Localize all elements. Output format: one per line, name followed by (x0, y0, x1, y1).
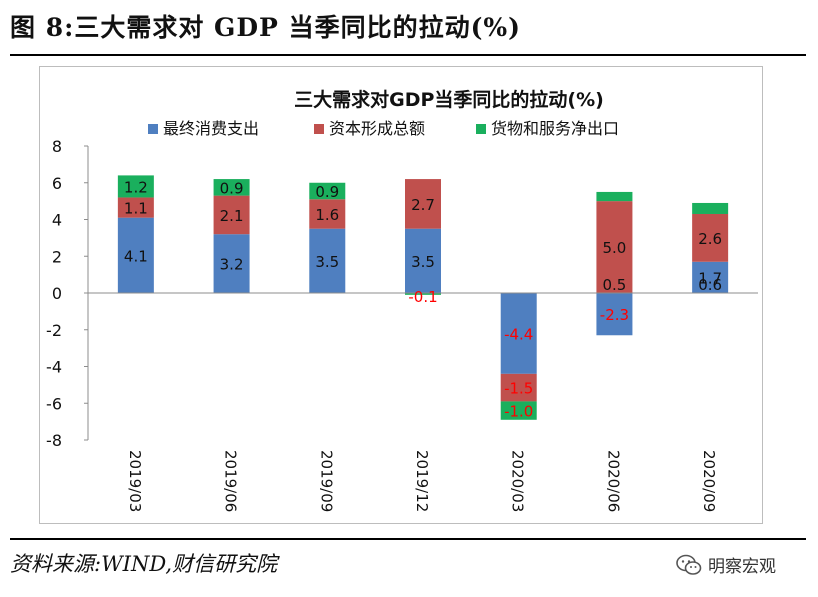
legend: 最终消费支出 资本形成总额 货物和服务净出口 (148, 119, 619, 138)
bar-segment (405, 228, 441, 293)
x-axis: 2019/03 2019/06 2019/09 2019/12 2020/03 2020/… (126, 450, 718, 512)
data-label: 3.5 (315, 253, 339, 271)
wechat-icon (676, 554, 702, 575)
data-label: 5.0 (602, 239, 626, 257)
bar-segment (692, 213, 729, 262)
y-tick-label: -8 (46, 431, 62, 450)
bar-segment (309, 182, 346, 200)
data-label: 4.1 (124, 247, 148, 265)
x-tick-label: 2019/12 (413, 450, 431, 512)
y-tick-label: 2 (52, 247, 62, 266)
x-tick-label: 2020/03 (509, 450, 527, 512)
legend-label: 资本形成总额 (329, 119, 425, 138)
bar-segment (500, 401, 537, 420)
bars: 4.1 1.1 1.2 3.2 2.1 0.9 3.5 1.6 0.9 3.5 2.7 -0.1 -4.… (88, 175, 758, 421)
watermark-text: 明察宏观 (708, 557, 776, 577)
bar-segment (309, 199, 346, 229)
bar-segment (692, 202, 729, 214)
chart-frame (39, 66, 763, 524)
data-label: 1.2 (124, 178, 148, 196)
legend-swatch (314, 124, 324, 134)
data-label: 2.6 (698, 230, 722, 248)
data-label: 3.2 (220, 256, 244, 274)
legend-swatch (148, 124, 158, 134)
x-tick-label: 2019/09 (317, 450, 335, 512)
data-label: -4.4 (504, 325, 533, 343)
data-label: 2.7 (411, 196, 435, 214)
data-label: -1.0 (504, 403, 533, 421)
data-label: -2.3 (600, 306, 629, 324)
bar-segment (213, 234, 250, 293)
y-tick-label: 8 (52, 137, 62, 156)
bar-segment (213, 179, 250, 196)
bar-segment (213, 195, 250, 235)
data-label: 0.6 (698, 276, 722, 294)
data-label: -1.5 (504, 380, 533, 398)
legend-label: 货物和服务净出口 (491, 119, 619, 138)
y-axis: 8 6 4 2 0 -2 -4 -6 -8 (46, 137, 89, 450)
y-tick-label: -4 (46, 358, 62, 377)
y-tick-label: 0 (52, 284, 62, 303)
legend-swatch (476, 124, 486, 134)
bar-segment (405, 293, 441, 295)
y-tick-label: -6 (46, 394, 62, 413)
bar-segment (500, 373, 537, 402)
top-divider (10, 54, 806, 56)
y-tick-label: 6 (52, 174, 62, 193)
bar-segment (596, 293, 633, 336)
y-tick-label: 4 (52, 211, 62, 230)
data-label: 0.5 (602, 276, 626, 294)
bar-segment (117, 175, 154, 198)
bar-segment (596, 201, 633, 293)
source-note: 资料来源:WIND,财信研究院 (10, 552, 278, 576)
data-label: 1.7 (698, 269, 722, 287)
data-label: 2.1 (220, 207, 244, 225)
data-label: -0.1 (408, 288, 437, 306)
bar-segment (309, 228, 346, 293)
x-tick-label: 2019/03 (126, 450, 144, 512)
bar-segment (117, 197, 154, 218)
bar-segment (405, 179, 441, 229)
bar-segment (117, 217, 154, 293)
data-label: 3.5 (411, 253, 435, 271)
figure-title: 图 8:三大需求对 GDP 当季同比的拉动(%) (10, 13, 521, 42)
bar-segment (500, 293, 537, 374)
legend-label: 最终消费支出 (163, 119, 259, 138)
data-label: 1.1 (124, 200, 148, 218)
y-tick-label: -2 (46, 321, 62, 340)
data-label: 0.9 (220, 179, 244, 197)
watermark: 明察宏观 (676, 552, 776, 577)
x-tick-label: 2019/06 (222, 450, 240, 512)
data-label: 1.6 (315, 206, 339, 224)
x-tick-label: 2020/06 (604, 450, 622, 512)
x-tick-label: 2020/09 (700, 450, 718, 512)
chart-title: 三大需求对GDP当季同比的拉动(%) (294, 88, 604, 111)
data-label: 0.9 (315, 183, 339, 201)
bar-segment (692, 261, 729, 293)
bottom-divider (10, 538, 806, 540)
bar-segment (596, 191, 633, 202)
